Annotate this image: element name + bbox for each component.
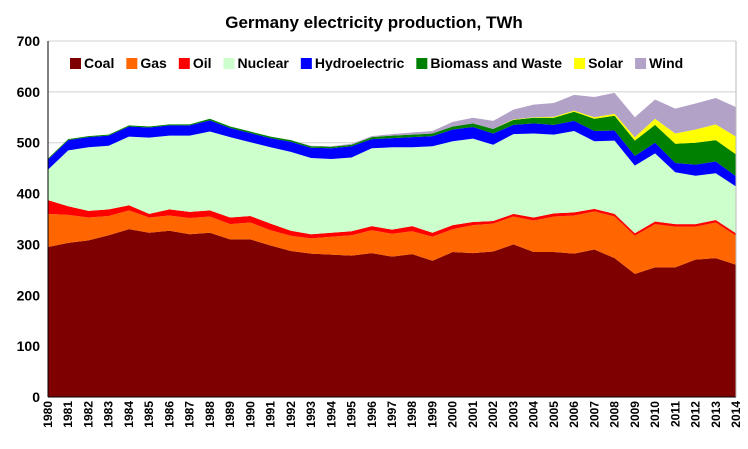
x-tick-label: 1997 xyxy=(385,401,399,428)
x-tick-label: 1991 xyxy=(264,401,278,428)
legend-label-wind: Wind xyxy=(649,55,683,71)
legend-label-gas: Gas xyxy=(140,55,167,71)
area-oil xyxy=(48,200,736,239)
x-tick-label: 2007 xyxy=(587,401,601,428)
x-tick-label: 2001 xyxy=(466,401,480,428)
x-tick-label: 1980 xyxy=(41,401,55,428)
x-tick-label: 1999 xyxy=(425,401,439,428)
legend-label-coal: Coal xyxy=(84,55,114,71)
x-tick-label: 1982 xyxy=(81,401,95,428)
x-tick-label: 2000 xyxy=(446,401,460,428)
x-tick-label: 2008 xyxy=(608,401,622,428)
x-tick-label: 1984 xyxy=(122,401,136,428)
legend-swatch-hydroelectric xyxy=(300,58,312,69)
area-gas xyxy=(48,210,736,274)
x-tick-label: 2005 xyxy=(547,401,561,428)
y-tick-labels: 0 100 200 300 400 500 600 700 xyxy=(17,33,41,405)
legend-swatch-biomass-and-waste xyxy=(416,58,428,69)
legend-label-biomass-and-waste: Biomass and Waste xyxy=(430,55,562,71)
axes xyxy=(47,41,737,398)
y-tick-label: 100 xyxy=(17,338,41,354)
legend-swatch-solar xyxy=(574,58,586,69)
x-tick-label: 1995 xyxy=(345,401,359,428)
x-tick-label: 2010 xyxy=(648,401,662,428)
y-tick-label: 200 xyxy=(17,287,41,303)
x-tick-label: 2004 xyxy=(527,401,541,428)
x-tick-label: 1998 xyxy=(405,401,419,428)
legend-label-nuclear: Nuclear xyxy=(237,55,289,71)
x-tick-label: 2009 xyxy=(628,401,642,428)
x-tick-label: 2002 xyxy=(486,401,500,428)
area-nuclear xyxy=(48,131,736,235)
y-tick-label: 600 xyxy=(17,84,41,100)
legend-swatch-oil xyxy=(178,58,190,69)
y-tick-label: 700 xyxy=(17,33,41,49)
legend-swatch-gas xyxy=(126,58,138,69)
x-tick-label: 1988 xyxy=(203,401,217,428)
x-tick-labels: 1980 1981 1982 1983 1984 1985 1986 1987 1988 1989… xyxy=(41,401,743,428)
legend-label-hydroelectric: Hydroelectric xyxy=(315,55,405,71)
x-tick-label: 2006 xyxy=(567,401,581,428)
x-tick-label: 2014 xyxy=(729,401,743,428)
x-tick-label: 1994 xyxy=(324,401,338,428)
x-tick-label: 2003 xyxy=(506,401,520,428)
legend-label-oil: Oil xyxy=(193,55,212,71)
x-tick-label: 1992 xyxy=(284,401,298,428)
x-tick-label: 1983 xyxy=(102,401,116,428)
legend-swatch-wind xyxy=(635,58,647,69)
legend: Coal Gas Oil Nuclear Hydroelectric Biomass an… xyxy=(70,55,683,71)
y-tick-label: 500 xyxy=(17,135,41,151)
x-tick-label: 1981 xyxy=(61,401,75,428)
x-tick-label: 2011 xyxy=(668,401,682,427)
chart-title: Germany electricity production, TWh xyxy=(225,13,523,32)
x-tick-label: 1986 xyxy=(162,401,176,428)
area-series-group xyxy=(48,92,736,397)
x-tick-label: 1996 xyxy=(365,401,379,428)
area-coal xyxy=(48,229,736,397)
x-tick-label: 1989 xyxy=(223,401,237,428)
x-tick-label: 1985 xyxy=(142,401,156,428)
x-tick-label: 1987 xyxy=(183,401,197,428)
x-tick-label: 1993 xyxy=(304,401,318,428)
y-tick-label: 300 xyxy=(17,236,41,252)
y-tick-label: 0 xyxy=(32,389,40,405)
legend-swatch-coal xyxy=(70,58,81,69)
legend-label-solar: Solar xyxy=(588,55,624,71)
area-wind xyxy=(48,92,736,159)
legend-swatch-nuclear xyxy=(223,58,235,69)
x-tick-label: 1990 xyxy=(243,401,257,428)
x-tick-label: 2012 xyxy=(689,401,703,428)
x-tick-label: 2013 xyxy=(709,401,723,428)
y-tick-label: 400 xyxy=(17,186,41,202)
